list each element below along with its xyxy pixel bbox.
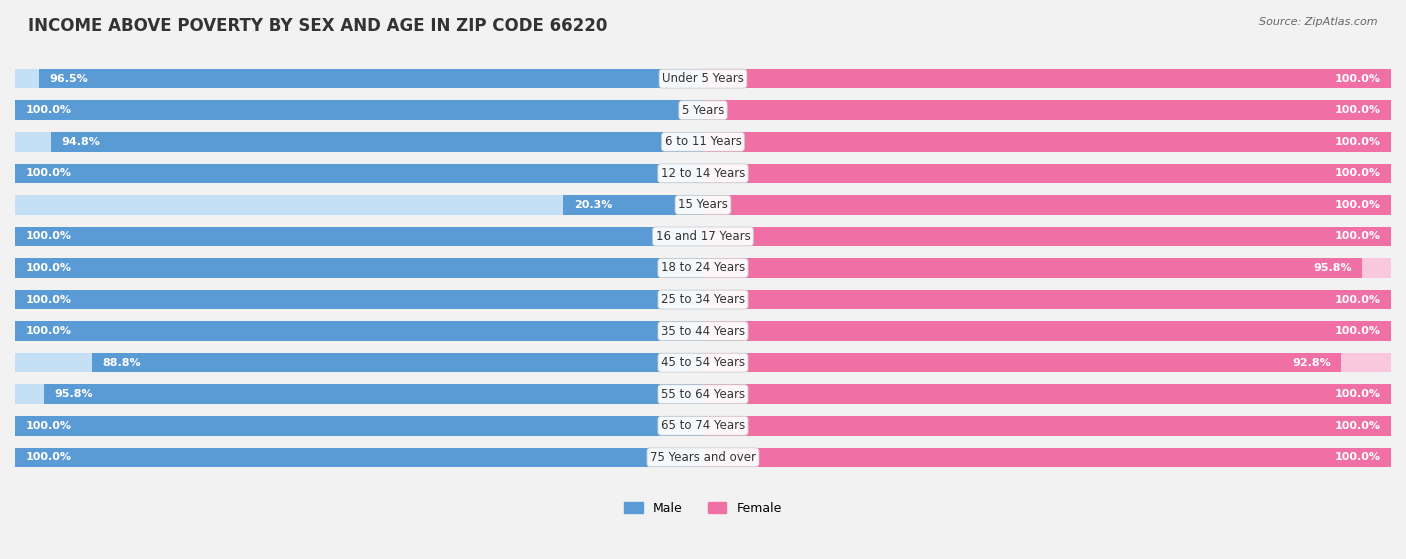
Bar xyxy=(15,258,703,278)
Bar xyxy=(703,321,1391,341)
Bar xyxy=(703,101,1391,120)
Bar xyxy=(703,353,1341,372)
Bar xyxy=(703,448,1391,467)
Bar xyxy=(15,164,703,183)
Text: 100.0%: 100.0% xyxy=(25,231,72,241)
Text: Under 5 Years: Under 5 Years xyxy=(662,72,744,85)
Bar xyxy=(15,258,703,278)
Text: 88.8%: 88.8% xyxy=(103,358,141,368)
Text: 100.0%: 100.0% xyxy=(1334,74,1381,84)
Text: 100.0%: 100.0% xyxy=(25,421,72,431)
Text: 100.0%: 100.0% xyxy=(25,326,72,336)
Text: INCOME ABOVE POVERTY BY SEX AND AGE IN ZIP CODE 66220: INCOME ABOVE POVERTY BY SEX AND AGE IN Z… xyxy=(28,17,607,35)
Bar xyxy=(39,69,703,88)
Bar xyxy=(15,448,703,467)
Bar xyxy=(703,321,1391,341)
Text: 100.0%: 100.0% xyxy=(1334,421,1381,431)
Bar xyxy=(15,101,703,120)
Bar xyxy=(15,290,703,309)
Bar xyxy=(15,69,703,88)
Text: 100.0%: 100.0% xyxy=(1334,168,1381,178)
Text: 96.5%: 96.5% xyxy=(49,74,89,84)
Text: 16 and 17 Years: 16 and 17 Years xyxy=(655,230,751,243)
Text: 100.0%: 100.0% xyxy=(25,452,72,462)
Text: 100.0%: 100.0% xyxy=(1334,137,1381,147)
Text: 100.0%: 100.0% xyxy=(1334,389,1381,399)
Bar xyxy=(703,226,1391,246)
Bar xyxy=(15,101,703,120)
Text: 100.0%: 100.0% xyxy=(25,295,72,305)
Text: 95.8%: 95.8% xyxy=(1313,263,1351,273)
Bar xyxy=(15,290,703,309)
Bar xyxy=(15,448,703,467)
Bar xyxy=(15,132,703,151)
Bar xyxy=(703,290,1391,309)
Text: 15 Years: 15 Years xyxy=(678,198,728,211)
Bar xyxy=(15,416,703,435)
Text: 100.0%: 100.0% xyxy=(1334,200,1381,210)
Text: 100.0%: 100.0% xyxy=(1334,326,1381,336)
Bar xyxy=(703,132,1391,151)
Legend: Male, Female: Male, Female xyxy=(619,497,787,520)
Text: 20.3%: 20.3% xyxy=(574,200,612,210)
Text: 25 to 34 Years: 25 to 34 Years xyxy=(661,293,745,306)
Bar xyxy=(703,290,1391,309)
Text: 100.0%: 100.0% xyxy=(25,168,72,178)
Text: 35 to 44 Years: 35 to 44 Years xyxy=(661,325,745,338)
Bar xyxy=(44,385,703,404)
Text: 18 to 24 Years: 18 to 24 Years xyxy=(661,262,745,274)
Bar xyxy=(15,353,703,372)
Text: 100.0%: 100.0% xyxy=(1334,105,1381,115)
Text: 6 to 11 Years: 6 to 11 Years xyxy=(665,135,741,148)
Bar xyxy=(703,353,1391,372)
Text: 100.0%: 100.0% xyxy=(1334,231,1381,241)
Bar xyxy=(703,164,1391,183)
Bar xyxy=(15,195,703,215)
Bar xyxy=(15,416,703,435)
Text: 45 to 54 Years: 45 to 54 Years xyxy=(661,356,745,369)
Bar xyxy=(703,132,1391,151)
Bar xyxy=(51,132,703,151)
Text: 95.8%: 95.8% xyxy=(55,389,93,399)
Text: 55 to 64 Years: 55 to 64 Years xyxy=(661,388,745,401)
Bar xyxy=(703,164,1391,183)
Text: 5 Years: 5 Years xyxy=(682,104,724,117)
Bar xyxy=(703,385,1391,404)
Bar xyxy=(15,164,703,183)
Text: Source: ZipAtlas.com: Source: ZipAtlas.com xyxy=(1260,17,1378,27)
Bar xyxy=(703,69,1391,88)
Bar xyxy=(564,195,703,215)
Bar xyxy=(15,321,703,341)
Bar xyxy=(91,353,703,372)
Text: 100.0%: 100.0% xyxy=(1334,452,1381,462)
Text: 12 to 14 Years: 12 to 14 Years xyxy=(661,167,745,180)
Bar xyxy=(703,195,1391,215)
Bar xyxy=(15,226,703,246)
Text: 100.0%: 100.0% xyxy=(25,105,72,115)
Bar xyxy=(703,258,1391,278)
Bar xyxy=(703,416,1391,435)
Text: 65 to 74 Years: 65 to 74 Years xyxy=(661,419,745,432)
Bar xyxy=(703,195,1391,215)
Text: 92.8%: 92.8% xyxy=(1292,358,1331,368)
Text: 100.0%: 100.0% xyxy=(25,263,72,273)
Bar xyxy=(703,416,1391,435)
Bar xyxy=(703,226,1391,246)
Text: 100.0%: 100.0% xyxy=(1334,295,1381,305)
Bar xyxy=(15,385,703,404)
Bar xyxy=(703,69,1391,88)
Bar xyxy=(15,321,703,341)
Bar xyxy=(703,258,1362,278)
Text: 75 Years and over: 75 Years and over xyxy=(650,451,756,464)
Bar xyxy=(703,385,1391,404)
Bar xyxy=(15,226,703,246)
Bar xyxy=(703,448,1391,467)
Text: 94.8%: 94.8% xyxy=(60,137,100,147)
Bar xyxy=(703,101,1391,120)
